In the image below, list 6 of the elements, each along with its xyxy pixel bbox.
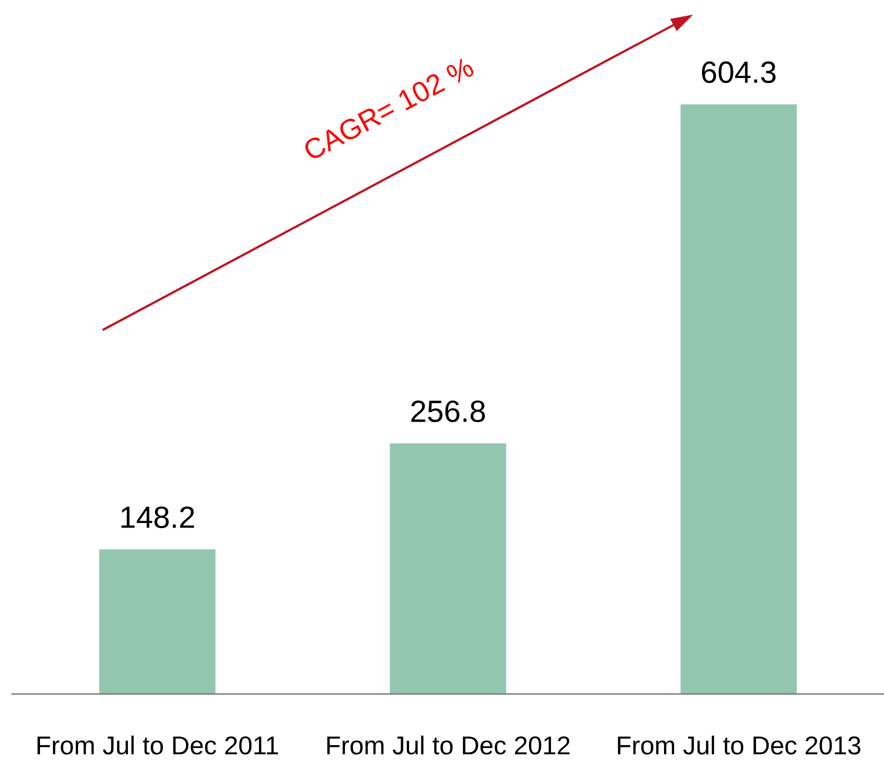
- data-label: 148.2: [121, 506, 194, 528]
- x-tick-label: From Jul to Dec 2011: [38, 736, 278, 755]
- data-label: 604.3: [702, 61, 776, 84]
- x-tick-label: From Jul to Dec 2013: [618, 736, 860, 755]
- data-label: 256.8: [411, 400, 485, 422]
- x-tick-label: From Jul to Dec 2012: [327, 736, 570, 755]
